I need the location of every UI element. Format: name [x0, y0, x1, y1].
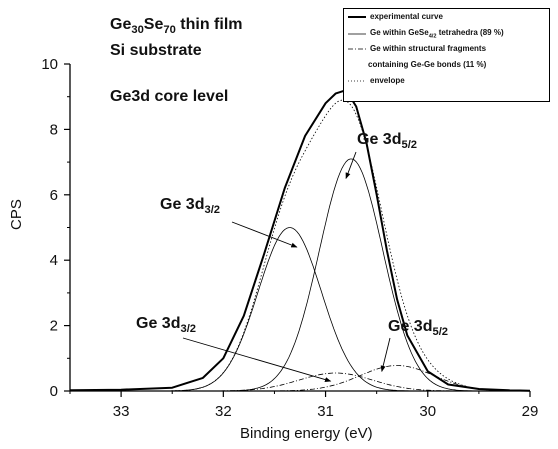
legend-label: Ge within structural fragments [370, 44, 487, 53]
label-ge3d52-minor: Ge 3d5/2 [388, 318, 449, 339]
legend-swatch-dotted [348, 80, 366, 81]
legend-item-experimental: experimental curve [348, 12, 443, 21]
legend-label: envelope [370, 76, 405, 85]
legend-label: experimental curve [370, 12, 443, 21]
annotation-arrow-0 [345, 151, 357, 180]
axes: 0 2 4 6 8 10 33 32 31 30 29 [41, 56, 538, 420]
legend-swatch-dashdot [348, 48, 366, 49]
series-line-2 [70, 158, 530, 392]
y-axis-label: CPS [8, 199, 25, 230]
annotation-arrow-2 [182, 337, 332, 383]
x-tick-label: 30 [419, 403, 436, 420]
x-axis-label: Binding energy (eV) [240, 425, 373, 442]
series-line-3 [70, 372, 530, 392]
x-tick-label: 29 [522, 403, 539, 420]
annotation-arrow-1 [231, 221, 298, 248]
label-ge3d32-main: Ge 3d3/2 [160, 196, 221, 217]
y-tick-label: 10 [41, 56, 58, 73]
legend-item-envelope: envelope [348, 76, 405, 85]
chart-title: Ge30Se70 thin film [110, 16, 243, 37]
series-line-4 [70, 365, 530, 392]
annotation-arrow-3 [380, 337, 391, 372]
series-line-5 [70, 99, 530, 392]
legend: experimental curve Ge within GeSe4/2 tet… [343, 8, 550, 102]
chart-subtitle-core-level: Ge3d core level [110, 88, 229, 105]
y-tick-label: 0 [50, 383, 58, 400]
label-ge3d52-main: Ge 3d5/2 [357, 131, 418, 152]
legend-swatch-solid-thick [348, 15, 366, 18]
x-tick-label: 33 [113, 403, 130, 420]
x-tick-label: 31 [317, 403, 334, 420]
legend-label: Ge within GeSe4/2 tetrahedra (89 %) [370, 28, 504, 40]
legend-label-continued: containing Ge-Ge bonds (11 %) [368, 60, 487, 69]
series-layer [69, 89, 531, 392]
y-tick-label: 4 [50, 252, 58, 269]
x-tick-label: 32 [215, 403, 232, 420]
legend-item-gese-tetrahedra: Ge within GeSe4/2 tetrahedra (89 %) [348, 28, 504, 40]
y-tick-label: 2 [50, 318, 58, 335]
series-line-0 [69, 89, 531, 392]
y-tick-label: 6 [50, 187, 58, 204]
series-line-1 [70, 227, 530, 392]
annotation-arrows [182, 151, 391, 383]
label-ge3d32-minor: Ge 3d3/2 [136, 315, 197, 336]
y-tick-label: 8 [50, 121, 58, 138]
legend-swatch-solid [348, 33, 366, 35]
chart-subtitle-substrate: Si substrate [110, 42, 202, 59]
legend-item-gege-fragments: Ge within structural fragments [348, 44, 486, 53]
